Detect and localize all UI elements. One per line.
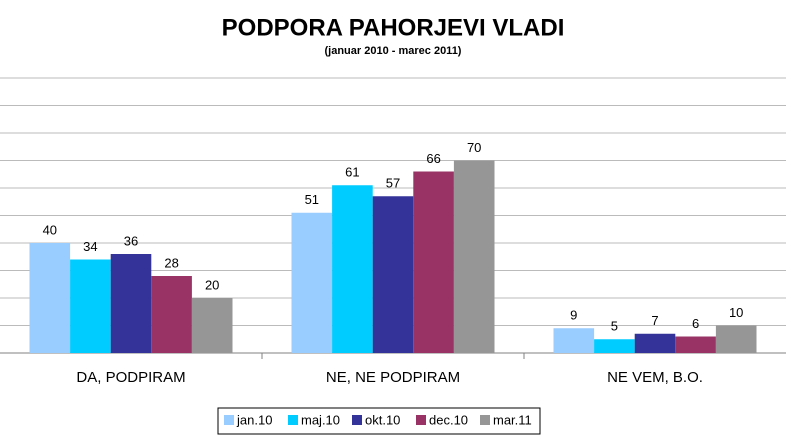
data-label: 20 — [205, 277, 219, 292]
bar — [191, 298, 233, 353]
bar — [110, 254, 152, 353]
bar — [715, 325, 757, 353]
bar — [70, 259, 111, 353]
legend-swatch — [480, 415, 490, 425]
data-label: 10 — [729, 305, 743, 320]
data-label: 51 — [305, 192, 319, 207]
bar — [413, 171, 454, 353]
legend-label: okt.10 — [365, 412, 400, 427]
bar — [453, 160, 495, 353]
bar — [634, 333, 676, 353]
data-label: 9 — [570, 308, 577, 323]
data-label: 5 — [611, 319, 618, 334]
legend-label: jan.10 — [236, 412, 272, 427]
legend-swatch — [288, 415, 298, 425]
data-label: 28 — [164, 255, 178, 270]
x-tick-label: NE VEM, B.O. — [607, 369, 703, 386]
bar — [332, 185, 373, 353]
data-label: 36 — [124, 233, 138, 248]
bar — [291, 212, 333, 353]
chart-title: PODPORA PAHORJEVI VLADI — [222, 14, 565, 41]
data-label: 40 — [43, 222, 57, 237]
data-label: 61 — [345, 165, 359, 180]
bar — [553, 328, 595, 353]
data-label: 34 — [83, 239, 97, 254]
bar — [372, 196, 414, 353]
legend-swatch — [416, 415, 426, 425]
legend-label: dec.10 — [429, 412, 468, 427]
x-tick-label: NE, NE PODPIRAM — [326, 369, 460, 386]
legend-label: mar.11 — [493, 412, 532, 427]
data-label: 7 — [651, 313, 658, 328]
data-label: 57 — [386, 176, 400, 191]
legend-swatch — [224, 415, 234, 425]
data-label: 6 — [692, 316, 699, 331]
data-label: 66 — [426, 151, 440, 166]
data-label: 70 — [467, 140, 481, 155]
legend-label: maj.10 — [301, 412, 340, 427]
bar — [594, 339, 635, 353]
bar — [675, 336, 716, 353]
bar — [151, 276, 192, 353]
bar — [29, 243, 71, 353]
chart-subtitle: (januar 2010 - marec 2011) — [325, 45, 462, 57]
x-tick-label: DA, PODPIRAM — [76, 369, 185, 386]
legend-swatch — [352, 415, 362, 425]
